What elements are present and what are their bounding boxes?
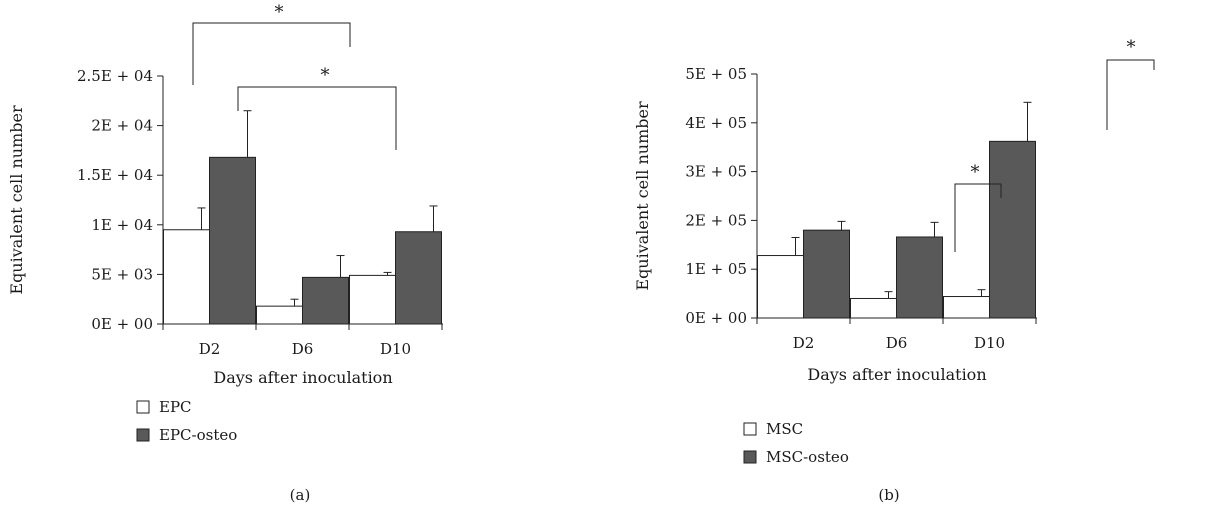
x-axis-title: Days after inoculation	[807, 365, 986, 384]
significance-bracket	[954, 183, 1002, 252]
y-tick-label: 5E + 03	[91, 265, 153, 283]
significance-bracket	[237, 86, 397, 150]
y-tick-label: 0E + 00	[685, 309, 747, 327]
chart-panel-b: 0E + 00 1E + 05 2E + 05 3E + 05 4E + 05 5E + …	[633, 37, 1155, 504]
y-tick-label: 2.5E + 04	[77, 67, 153, 85]
significance-bracket	[192, 22, 351, 85]
significance-star: *	[971, 162, 980, 183]
legend-label-epc: EPC	[159, 398, 192, 416]
x-tick-label-d10: D10	[974, 334, 1005, 352]
x-tick-label-d2: D2	[199, 340, 221, 358]
y-tick-label: 4E + 05	[685, 114, 747, 132]
bar-epc-d6	[256, 305, 303, 325]
y-tick-label: 1E + 05	[685, 260, 747, 278]
y-tick-label: 1E + 04	[91, 216, 153, 234]
legend: EPC EPC-osteo	[136, 398, 237, 444]
bar-epc-osteo-d2	[209, 156, 256, 325]
x-tick-label-d10: D10	[380, 340, 411, 358]
legend-label-msc-osteo: MSC-osteo	[766, 448, 849, 466]
bar-msc-d6	[850, 297, 897, 319]
bar-msc-osteo-d6	[896, 236, 943, 319]
legend-label-epc-osteo: EPC-osteo	[159, 426, 237, 444]
bar-epc-osteo-d6	[302, 276, 349, 325]
y-tick-label: 5E + 05	[685, 65, 747, 83]
chart-panel-a: 0E + 00 5E + 03 1E + 04 1.5E + 04 2E + 04 2.5…	[7, 2, 443, 504]
x-tick-label-d2: D2	[793, 334, 815, 352]
bar-msc-d2	[757, 255, 804, 319]
legend-swatch-epc-osteo	[136, 428, 150, 442]
significance-bracket	[1106, 59, 1155, 130]
bar-epc-d2	[163, 229, 210, 325]
legend-swatch-epc	[136, 400, 150, 414]
y-tick-label: 2E + 04	[91, 117, 153, 135]
y-tick-label: 0E + 00	[91, 315, 153, 333]
x-axis-title: Days after inoculation	[213, 368, 392, 387]
y-tick-label: 2E + 05	[685, 211, 747, 229]
panel-label: (b)	[878, 486, 899, 504]
significance-star: *	[321, 65, 330, 86]
bar-epc-osteo-d10	[395, 231, 442, 325]
significance-star: *	[275, 2, 284, 23]
significance-star: *	[1127, 37, 1136, 58]
y-tick-label: 3E + 05	[685, 163, 747, 181]
bar-msc-osteo-d2	[803, 229, 850, 319]
bar-epc-d10	[349, 274, 396, 325]
y-axis-title: Equivalent cell number	[7, 105, 26, 295]
legend-label-msc: MSC	[766, 420, 803, 438]
x-tick-label-d6: D6	[292, 340, 314, 358]
y-tick-label: 1.5E + 04	[77, 166, 153, 184]
legend: MSC MSC-osteo	[743, 420, 849, 466]
bar-msc-d10	[943, 296, 990, 319]
legend-swatch-msc-osteo	[743, 450, 757, 464]
legend-swatch-msc	[743, 422, 757, 436]
x-tick-label-d6: D6	[886, 334, 908, 352]
bar-msc-osteo-d10	[989, 140, 1036, 319]
panel-label: (a)	[290, 486, 311, 504]
y-axis-title: Equivalent cell number	[633, 101, 652, 291]
